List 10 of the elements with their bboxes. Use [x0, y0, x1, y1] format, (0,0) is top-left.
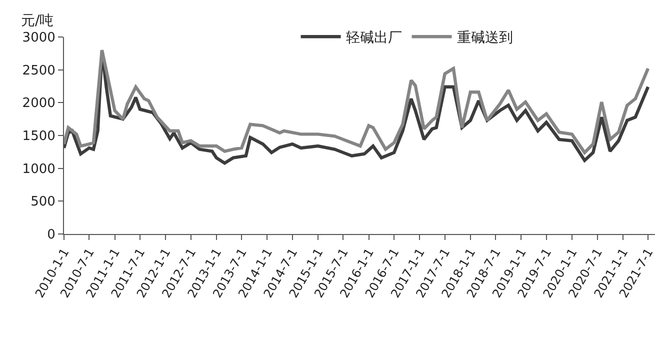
y-tick-label: 500 — [30, 194, 56, 210]
y-tick-label: 1500 — [22, 129, 56, 144]
y-tick-label: 3000 — [22, 30, 56, 46]
y-tick-label: 2500 — [22, 63, 56, 78]
y-tick-label: 1000 — [22, 162, 56, 177]
y-tick-label: 0 — [47, 228, 56, 243]
legend-label: 重碱送到 — [456, 30, 513, 46]
legend-label: 轻碱出厂 — [346, 30, 402, 46]
y-axis-title: 元/吨 — [21, 13, 54, 29]
y-tick-label: 2000 — [22, 96, 56, 112]
